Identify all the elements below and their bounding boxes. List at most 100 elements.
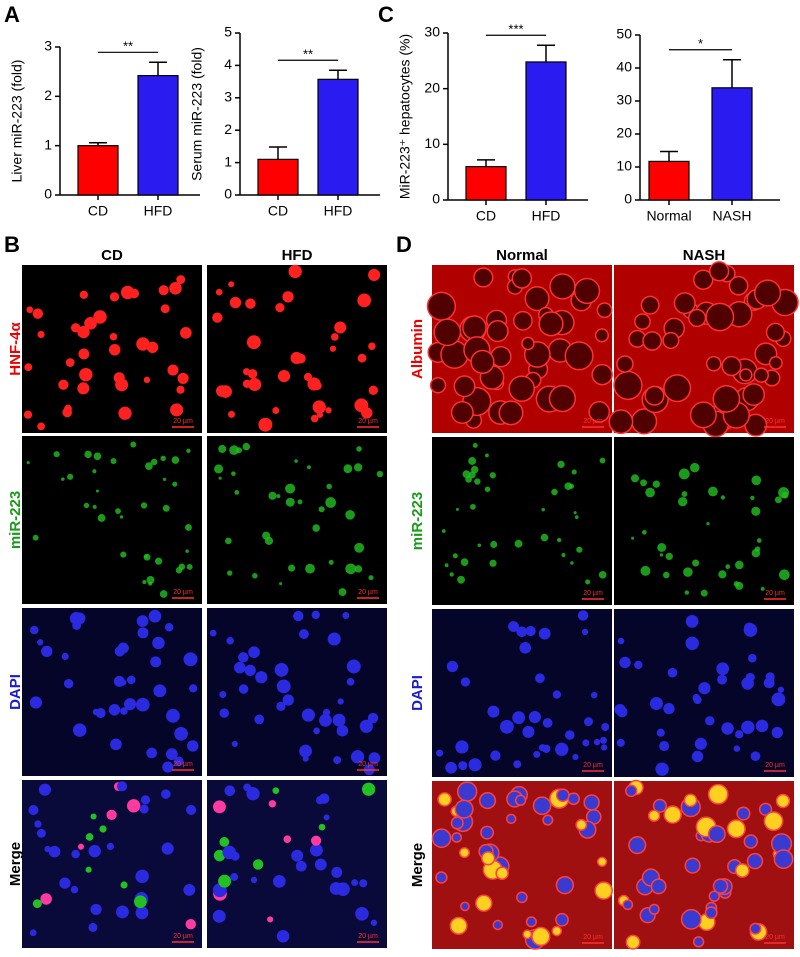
cell xyxy=(160,304,170,314)
cell xyxy=(268,491,277,500)
y-tick-label: 0 xyxy=(432,191,440,207)
cell xyxy=(252,573,258,579)
cell xyxy=(707,783,729,805)
cell xyxy=(338,588,347,596)
cell xyxy=(40,893,52,905)
cell xyxy=(120,881,128,889)
cell xyxy=(337,698,344,705)
row-label: HNF-4α xyxy=(7,322,24,376)
cell xyxy=(314,858,327,871)
cell xyxy=(487,705,500,718)
bar xyxy=(257,158,299,196)
cell xyxy=(176,385,185,394)
cell xyxy=(473,267,494,288)
cell xyxy=(753,279,782,307)
micrograph xyxy=(22,780,202,948)
cell xyxy=(495,866,509,880)
cell xyxy=(351,879,359,887)
cell xyxy=(228,410,236,418)
cell xyxy=(354,542,365,553)
cell xyxy=(67,473,74,480)
cell xyxy=(219,691,227,698)
cell xyxy=(683,793,698,808)
cell xyxy=(608,409,634,435)
cell xyxy=(78,348,90,360)
cell xyxy=(276,701,286,711)
cell xyxy=(152,636,165,650)
cell xyxy=(763,677,775,689)
cell xyxy=(551,488,558,496)
scale-bar-label: 20 µm xyxy=(173,761,193,768)
cell xyxy=(219,708,229,718)
cell xyxy=(64,404,72,413)
cell xyxy=(126,675,136,685)
cell xyxy=(706,521,710,526)
cell xyxy=(480,825,495,840)
y-tick-label: 0 xyxy=(224,186,232,202)
scale-bar-label: 20 µm xyxy=(173,418,193,425)
cell xyxy=(177,372,189,384)
cell xyxy=(58,379,69,390)
column-header: Normal xyxy=(496,247,548,264)
cell xyxy=(506,813,517,825)
cell xyxy=(212,909,226,923)
x-tick-label: HFD xyxy=(532,208,561,224)
cell xyxy=(754,546,761,552)
cell xyxy=(449,572,454,577)
cell xyxy=(777,686,785,693)
cell xyxy=(687,308,707,328)
cell xyxy=(161,789,171,799)
cell xyxy=(165,748,178,761)
cell xyxy=(481,851,496,866)
cell xyxy=(525,625,536,637)
cell xyxy=(741,720,755,734)
cell xyxy=(452,553,458,559)
cell xyxy=(468,457,477,465)
cell xyxy=(285,483,296,494)
cell xyxy=(708,890,721,902)
cell xyxy=(556,537,562,543)
cell xyxy=(334,321,347,334)
cell xyxy=(512,711,526,725)
cell xyxy=(24,363,33,372)
cell xyxy=(222,845,236,860)
cell xyxy=(275,303,285,313)
cell xyxy=(640,565,651,576)
cell xyxy=(617,637,625,645)
column-header: CD xyxy=(101,247,123,264)
cell xyxy=(640,295,660,315)
cell xyxy=(359,719,373,733)
cell xyxy=(32,308,44,319)
x-tick-label: CD xyxy=(268,203,288,219)
cell xyxy=(778,487,790,499)
cell xyxy=(712,878,729,894)
panel-label: A xyxy=(4,2,20,27)
cell xyxy=(735,581,744,590)
cell xyxy=(765,322,786,342)
cell xyxy=(431,828,452,849)
y-tick-label: 10 xyxy=(424,135,440,151)
cell xyxy=(596,302,613,319)
cell xyxy=(437,792,452,807)
cell xyxy=(573,511,577,515)
cell xyxy=(113,675,125,687)
cell xyxy=(644,385,665,406)
cell xyxy=(750,751,761,762)
cell xyxy=(187,740,199,752)
panel-label: D xyxy=(396,232,412,257)
cell xyxy=(92,469,97,474)
cell xyxy=(63,678,74,689)
cell xyxy=(277,370,291,383)
scale-bar-label: 20 µm xyxy=(583,934,603,941)
cell xyxy=(276,494,281,499)
cell xyxy=(117,642,129,654)
cell xyxy=(209,629,217,637)
cell xyxy=(561,553,566,558)
cell xyxy=(751,475,762,486)
cell xyxy=(310,843,323,857)
bar xyxy=(711,87,753,201)
cell xyxy=(574,515,579,519)
cell xyxy=(619,656,631,669)
panel-label: B xyxy=(4,232,20,257)
